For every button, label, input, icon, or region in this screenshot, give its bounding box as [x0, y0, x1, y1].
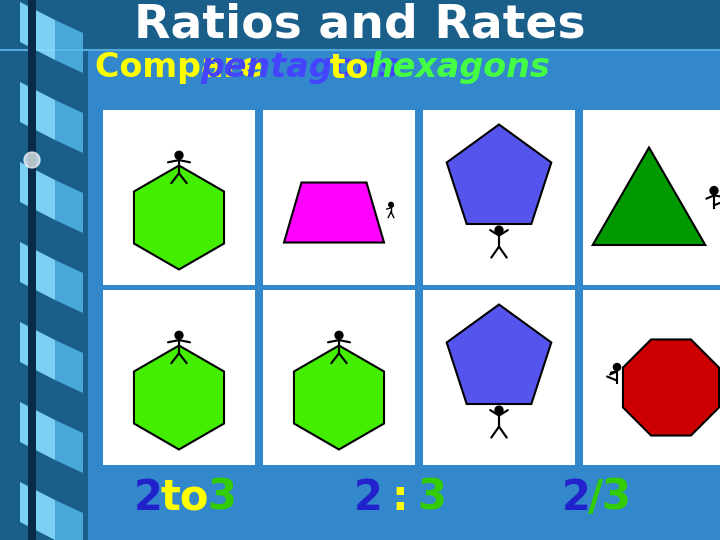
Circle shape [710, 187, 718, 194]
Polygon shape [20, 402, 55, 460]
Text: Compare: Compare [95, 51, 274, 84]
Bar [263, 110, 415, 285]
Circle shape [495, 226, 503, 234]
Bar [263, 290, 415, 465]
Polygon shape [623, 340, 719, 436]
Text: to: to [161, 477, 210, 519]
Polygon shape [134, 346, 224, 449]
Text: 2: 2 [134, 477, 163, 519]
Polygon shape [20, 482, 55, 540]
Polygon shape [55, 260, 83, 313]
Text: Ratios and Rates: Ratios and Rates [134, 3, 586, 48]
Text: :: : [392, 477, 408, 519]
Polygon shape [593, 147, 706, 245]
Bar [423, 110, 575, 285]
Polygon shape [55, 420, 83, 473]
Bar [423, 290, 575, 465]
Polygon shape [20, 2, 55, 60]
Bar [103, 290, 255, 465]
Text: /: / [588, 477, 603, 519]
Circle shape [335, 332, 343, 339]
Polygon shape [55, 500, 83, 540]
Polygon shape [284, 183, 384, 242]
Circle shape [175, 151, 183, 159]
Polygon shape [55, 20, 83, 73]
Polygon shape [446, 305, 552, 404]
Text: hexagons: hexagons [370, 51, 551, 84]
Polygon shape [20, 322, 55, 380]
Text: 2: 2 [562, 477, 590, 519]
Circle shape [389, 202, 393, 207]
Text: 3: 3 [207, 477, 236, 519]
Polygon shape [20, 242, 55, 300]
Bar [0, 0, 88, 540]
Circle shape [175, 332, 183, 339]
Polygon shape [134, 165, 224, 269]
Polygon shape [20, 82, 55, 140]
Circle shape [613, 363, 621, 370]
Text: 3: 3 [418, 477, 446, 519]
Text: 2: 2 [354, 477, 382, 519]
Circle shape [495, 406, 503, 414]
Bar [583, 110, 720, 285]
Text: pentagons: pentagons [200, 51, 399, 84]
Bar [583, 290, 720, 465]
Polygon shape [20, 162, 55, 220]
Polygon shape [294, 346, 384, 449]
Bar [103, 110, 255, 285]
Circle shape [24, 152, 40, 168]
Polygon shape [55, 340, 83, 393]
Polygon shape [446, 125, 552, 224]
Text: to: to [318, 51, 380, 84]
Bar [0, 0, 720, 50]
Polygon shape [55, 180, 83, 233]
Bar [28, 0, 36, 540]
Text: 3: 3 [601, 477, 631, 519]
Polygon shape [55, 100, 83, 153]
